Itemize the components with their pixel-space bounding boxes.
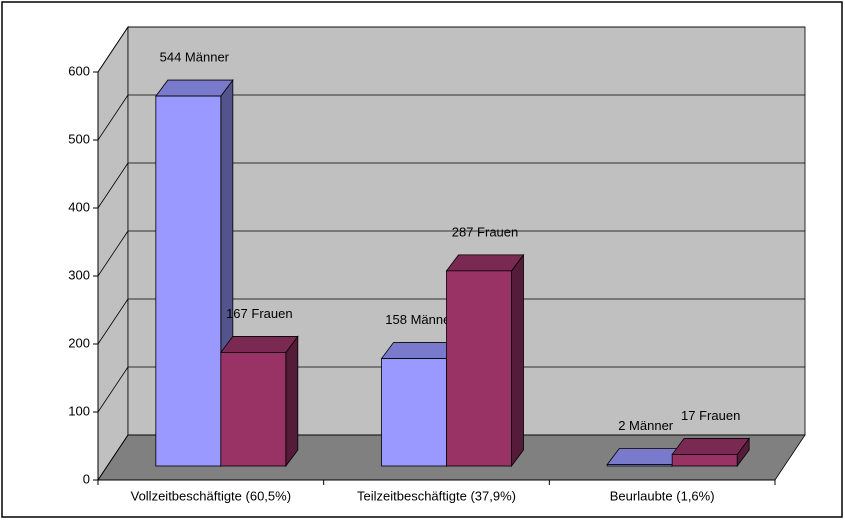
x-tick-label: Beurlaubte (1,6%) [610,488,715,503]
y-tick-label: 400 [68,199,90,214]
data-label: 158 Männer [385,312,455,327]
bar [445,253,525,468]
data-label: 17 Frauen [681,408,740,423]
bar-side [511,253,524,468]
grid-line [97,94,129,141]
data-label: 2 Männer [618,418,674,433]
x-tick-label: Teilzeitbeschäftigte (37,9%) [357,488,516,503]
bar-front [155,95,222,467]
data-label: 287 Frauen [452,224,519,239]
bar [671,437,750,468]
y-tick-label: 0 [83,471,90,486]
grid-line [97,298,129,345]
bar-top [155,79,234,97]
grid-line [97,366,129,413]
grid-line [97,162,129,209]
bar-front [220,352,287,467]
bar-top [220,336,299,353]
y-tick-label: 100 [68,403,90,418]
grid-line [97,434,129,481]
grid-line [97,26,129,73]
grid-line [97,230,129,277]
data-label: 544 Männer [160,50,230,65]
x-tick-label: Vollzeitbeschäftigte (60,5%) [131,488,291,503]
y-tick-label: 300 [68,267,90,282]
bar-front [671,454,738,467]
bar-front [606,464,673,467]
y-tick-label: 600 [68,63,90,78]
bar-top [445,254,525,272]
bar-front [446,270,512,467]
y-tick-label: 500 [68,131,90,146]
bar-side [285,335,299,468]
bar-top [671,438,750,455]
bar [220,335,299,468]
data-label: 167 Frauen [226,306,293,321]
bar-front [381,358,447,467]
y-tick-label: 200 [68,335,90,350]
